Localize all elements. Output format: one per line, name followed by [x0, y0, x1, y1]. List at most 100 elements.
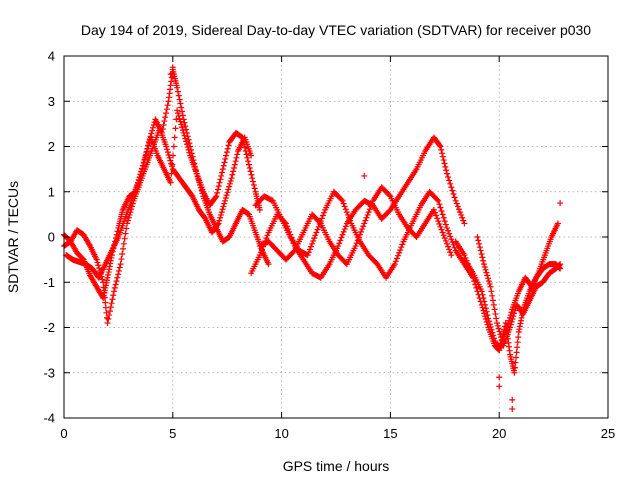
data-point-interp	[112, 281, 119, 288]
data-point-interp	[342, 206, 349, 213]
data-point-interp	[309, 240, 316, 247]
data-point-interp	[216, 179, 223, 186]
data-point-interp	[507, 312, 514, 319]
data-point-interp	[182, 135, 189, 142]
data-point-interp	[336, 240, 343, 247]
data-point-interp	[119, 250, 126, 257]
data-point-interp	[448, 184, 455, 191]
data-point-interp	[441, 235, 448, 242]
data-point	[222, 197, 229, 204]
data-point	[193, 170, 200, 177]
data-point-interp	[432, 209, 439, 216]
data-point-interp	[481, 298, 488, 305]
data-point-interp	[486, 280, 493, 287]
data-point-interp	[436, 201, 443, 208]
data-point-interp	[170, 143, 177, 150]
data-point-interp	[305, 249, 312, 256]
data-point-interp	[178, 121, 185, 128]
data-point-interp	[505, 317, 512, 324]
data-point-interp	[215, 183, 222, 190]
data-point-interp	[174, 88, 181, 95]
y-axis-label: SDTVAR / TECUs	[5, 181, 21, 293]
data-point	[391, 261, 398, 268]
data-point-interp	[495, 325, 502, 332]
data-point-interp	[457, 209, 464, 216]
data-point-interp	[366, 206, 373, 213]
data-point	[507, 324, 514, 331]
data-point-interp	[183, 141, 190, 148]
data-point-interp	[216, 217, 223, 224]
data-point-interp	[143, 151, 150, 158]
data-point-interp	[222, 194, 229, 201]
data-point-interp	[176, 115, 183, 122]
data-point-interp	[445, 227, 452, 234]
data-point	[461, 220, 468, 227]
data-point-interp	[356, 231, 363, 238]
data-point-interp	[346, 214, 353, 221]
data-point-interp	[484, 272, 491, 279]
data-point	[167, 71, 174, 78]
data-point	[478, 288, 485, 295]
data-point-interp	[135, 176, 142, 183]
data-point-interp	[221, 159, 228, 166]
data-point-interp	[442, 237, 449, 244]
data-point-interp	[177, 100, 184, 107]
data-point	[174, 84, 181, 91]
data-point-interp	[106, 308, 113, 315]
data-point-interp	[360, 223, 367, 230]
data-point-interp	[439, 150, 446, 157]
data-point-interp	[338, 196, 345, 203]
data-point	[435, 197, 442, 204]
data-point-interp	[443, 240, 450, 247]
data-point-interp	[108, 300, 115, 307]
data-point-interp	[115, 271, 122, 278]
data-point-interp	[229, 171, 236, 178]
data-point	[100, 279, 107, 286]
data-point-interp	[398, 244, 405, 251]
data-point-interp	[314, 226, 321, 233]
data-point-interp	[142, 154, 149, 161]
data-point-interp	[181, 119, 188, 126]
data-point-interp	[196, 179, 203, 186]
data-point-interp	[439, 211, 446, 218]
x-tick-label: 10	[274, 426, 288, 441]
y-tick-label: 1	[48, 184, 55, 199]
data-point	[163, 143, 170, 150]
y-tick-label: 4	[48, 49, 55, 64]
data-point-interp	[490, 301, 497, 308]
data-point-interp	[217, 176, 224, 183]
data-point	[437, 143, 444, 150]
data-point-interp	[223, 152, 230, 159]
x-axis-label: GPS time / hours	[283, 458, 390, 474]
data-point-interp	[164, 149, 171, 156]
x-tick-label: 5	[169, 426, 176, 441]
data-point-interp	[248, 171, 255, 178]
data-point	[509, 396, 516, 403]
data-point-interp	[440, 214, 447, 221]
data-point-interp	[250, 181, 257, 188]
data-point-interp	[359, 226, 366, 233]
data-point-interp	[485, 278, 492, 285]
data-point-interp	[489, 297, 496, 304]
data-point-interp	[178, 104, 185, 111]
data-point-interp	[441, 218, 448, 225]
data-point	[554, 220, 561, 227]
data-point-interp	[443, 167, 450, 174]
data-point-interp	[214, 186, 221, 193]
data-point-interp	[343, 209, 350, 216]
data-point	[93, 256, 100, 263]
data-point-interp	[341, 226, 348, 233]
data-point-interp	[164, 146, 171, 153]
data-point-interp	[480, 295, 487, 302]
data-point-interp	[511, 310, 518, 317]
data-point-interp	[168, 160, 175, 167]
data-point-interp	[354, 237, 361, 244]
data-point-interp	[182, 123, 189, 130]
axis-ticks: 0 5 10 15 20 25 -4 -3 -2 -1 0 1 2 3 4	[43, 49, 615, 442]
data-point-interp	[438, 226, 445, 233]
data-point-interp	[144, 145, 151, 152]
data-point-interp	[447, 249, 454, 256]
data-point-interp	[197, 181, 203, 188]
data-point-interp	[488, 288, 495, 295]
